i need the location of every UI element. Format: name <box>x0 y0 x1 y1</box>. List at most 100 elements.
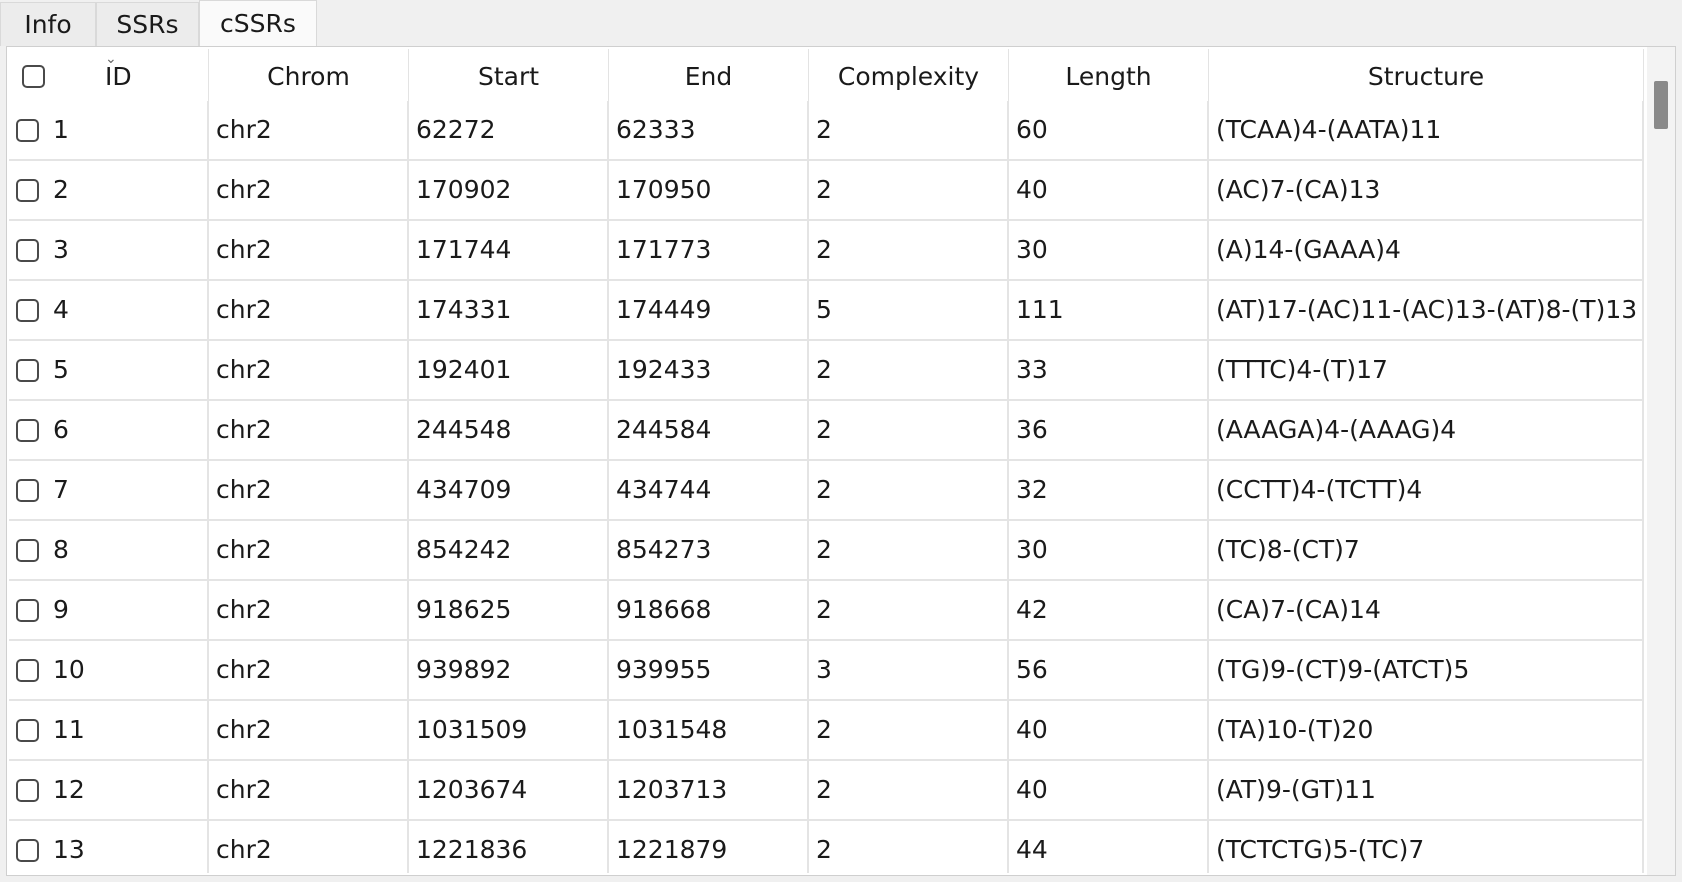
row-checkbox[interactable] <box>16 479 39 502</box>
cell-end: 171773 <box>609 221 809 279</box>
cell-complexity: 2 <box>809 101 1009 159</box>
cell-structure: (TG)9-(CT)9-(ATCT)5 <box>1209 641 1644 699</box>
table-row[interactable]: 10 chr2 939892 939955 3 56 (TG)9-(CT)9-(ATCT)5 <box>9 641 1644 701</box>
cell-end: 854273 <box>609 521 809 579</box>
row-id: 2 <box>53 175 69 204</box>
cell-complexity: 5 <box>809 281 1009 339</box>
cell-id: 2 <box>9 161 209 219</box>
row-checkbox[interactable] <box>16 239 39 262</box>
cell-start: 62272 <box>409 101 609 159</box>
cell-end: 62333 <box>609 101 809 159</box>
row-checkbox[interactable] <box>16 299 39 322</box>
cell-structure: (TCAA)4-(AATA)11 <box>1209 101 1644 159</box>
cell-start: 939892 <box>409 641 609 699</box>
row-id: 6 <box>53 415 69 444</box>
cell-structure: (AT)9-(GT)11 <box>1209 761 1644 819</box>
scrollbar-thumb[interactable] <box>1654 81 1668 129</box>
table-row[interactable]: 7 chr2 434709 434744 2 32 (CCTT)4-(TCTT)4 <box>9 461 1644 521</box>
cell-structure: (TCTCTG)5-(TC)7 <box>1209 821 1644 873</box>
vertical-scrollbar[interactable] <box>1647 47 1675 875</box>
cell-id: 7 <box>9 461 209 519</box>
column-header-end[interactable]: End <box>609 49 809 101</box>
cell-chrom: chr2 <box>209 221 409 279</box>
cell-end: 170950 <box>609 161 809 219</box>
cell-length: 60 <box>1009 101 1209 159</box>
cell-complexity: 2 <box>809 221 1009 279</box>
column-header-structure[interactable]: Structure <box>1209 49 1644 101</box>
cell-chrom: chr2 <box>209 401 409 459</box>
table-row[interactable]: 5 chr2 192401 192433 2 33 (TTTC)4-(T)17 <box>9 341 1644 401</box>
cell-complexity: 2 <box>809 341 1009 399</box>
cell-id: 10 <box>9 641 209 699</box>
cell-chrom: chr2 <box>209 341 409 399</box>
row-checkbox[interactable] <box>16 179 39 202</box>
cell-start: 1221836 <box>409 821 609 873</box>
column-header-id[interactable]: ⌄ ID <box>9 49 209 101</box>
cell-length: 36 <box>1009 401 1209 459</box>
row-id: 13 <box>53 835 85 864</box>
column-header-chrom[interactable]: Chrom <box>209 49 409 101</box>
chevron-down-icon: ⌄ <box>105 51 117 67</box>
row-checkbox[interactable] <box>16 839 39 862</box>
row-checkbox[interactable] <box>16 419 39 442</box>
table-row[interactable]: 11 chr2 1031509 1031548 2 40 (TA)10-(T)20 <box>9 701 1644 761</box>
cell-complexity: 2 <box>809 761 1009 819</box>
cell-end: 918668 <box>609 581 809 639</box>
row-checkbox[interactable] <box>16 359 39 382</box>
cell-end: 939955 <box>609 641 809 699</box>
column-header-length[interactable]: Length <box>1009 49 1209 101</box>
cell-complexity: 2 <box>809 701 1009 759</box>
table-row[interactable]: 12 chr2 1203674 1203713 2 40 (AT)9-(GT)11 <box>9 761 1644 821</box>
row-checkbox[interactable] <box>16 779 39 802</box>
row-id: 9 <box>53 595 69 624</box>
cell-structure: (CA)7-(CA)14 <box>1209 581 1644 639</box>
row-checkbox[interactable] <box>16 599 39 622</box>
row-checkbox[interactable] <box>16 539 39 562</box>
cell-complexity: 2 <box>809 821 1009 873</box>
cell-structure: (CCTT)4-(TCTT)4 <box>1209 461 1644 519</box>
cell-length: 30 <box>1009 521 1209 579</box>
row-id: 12 <box>53 775 85 804</box>
row-checkbox[interactable] <box>16 659 39 682</box>
cell-complexity: 2 <box>809 161 1009 219</box>
cell-start: 192401 <box>409 341 609 399</box>
cell-end: 192433 <box>609 341 809 399</box>
cell-id: 11 <box>9 701 209 759</box>
cell-chrom: chr2 <box>209 761 409 819</box>
row-id: 4 <box>53 295 69 324</box>
table-row[interactable]: 1 chr2 62272 62333 2 60 (TCAA)4-(AATA)11 <box>9 101 1644 161</box>
table-row[interactable]: 13 chr2 1221836 1221879 2 44 (TCTCTG)5-(TC)7 <box>9 821 1644 873</box>
cssrs-panel: ⌄ ID Chrom Start End Complexity Length S… <box>6 46 1676 876</box>
cell-chrom: chr2 <box>209 701 409 759</box>
column-header-start[interactable]: Start <box>409 49 609 101</box>
row-id: 8 <box>53 535 69 564</box>
cell-end: 1203713 <box>609 761 809 819</box>
table-row[interactable]: 9 chr2 918625 918668 2 42 (CA)7-(CA)14 <box>9 581 1644 641</box>
table-row[interactable]: 8 chr2 854242 854273 2 30 (TC)8-(CT)7 <box>9 521 1644 581</box>
cell-start: 918625 <box>409 581 609 639</box>
cell-chrom: chr2 <box>209 581 409 639</box>
column-header-complexity[interactable]: Complexity <box>809 49 1009 101</box>
table-row[interactable]: 4 chr2 174331 174449 5 111 (AT)17-(AC)11-(AC)1… <box>9 281 1644 341</box>
tab-cssrs[interactable]: cSSRs <box>199 0 317 47</box>
cell-length: 30 <box>1009 221 1209 279</box>
select-all-checkbox[interactable] <box>22 65 45 88</box>
cell-start: 854242 <box>409 521 609 579</box>
cssrs-table: ⌄ ID Chrom Start End Complexity Length S… <box>9 49 1644 873</box>
table-row[interactable]: 2 chr2 170902 170950 2 40 (AC)7-(CA)13 <box>9 161 1644 221</box>
row-id: 5 <box>53 355 69 384</box>
row-id: 1 <box>53 115 69 144</box>
cell-id: 6 <box>9 401 209 459</box>
cell-start: 434709 <box>409 461 609 519</box>
row-checkbox[interactable] <box>16 119 39 142</box>
table-row[interactable]: 6 chr2 244548 244584 2 36 (AAAGA)4-(AAAG)4 <box>9 401 1644 461</box>
row-checkbox[interactable] <box>16 719 39 742</box>
cell-start: 1031509 <box>409 701 609 759</box>
cell-length: 40 <box>1009 161 1209 219</box>
cell-start: 170902 <box>409 161 609 219</box>
cell-end: 1221879 <box>609 821 809 873</box>
table-row[interactable]: 3 chr2 171744 171773 2 30 (A)14-(GAAA)4 <box>9 221 1644 281</box>
tab-ssrs[interactable]: SSRs <box>96 2 199 46</box>
tab-info[interactable]: Info <box>0 2 96 46</box>
cell-chrom: chr2 <box>209 521 409 579</box>
